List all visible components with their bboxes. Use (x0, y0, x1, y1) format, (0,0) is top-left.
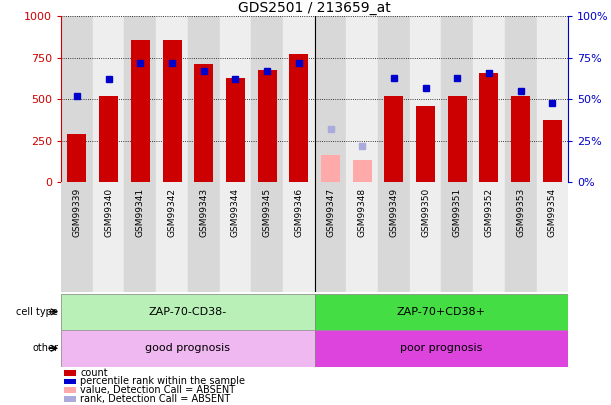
Bar (61, 294, 315, 330)
Text: other: other (32, 343, 58, 353)
Text: percentile rank within the sample: percentile rank within the sample (81, 377, 246, 386)
Bar (321, 155, 340, 182)
Bar (64, 396, 76, 402)
Bar (125, 182, 156, 292)
Bar (156, 16, 188, 182)
Bar (346, 182, 378, 292)
Bar (131, 40, 150, 182)
Bar (536, 182, 568, 292)
Title: GDS2501 / 213659_at: GDS2501 / 213659_at (238, 1, 391, 15)
Text: value, Detection Call = ABSENT: value, Detection Call = ABSENT (81, 385, 235, 395)
Bar (93, 182, 125, 292)
Bar (448, 96, 467, 182)
Bar (61, 16, 93, 182)
Text: ZAP-70+CD38+: ZAP-70+CD38+ (397, 307, 486, 317)
Bar (543, 120, 562, 182)
Bar (163, 40, 181, 182)
Bar (283, 182, 315, 292)
Text: good prognosis: good prognosis (145, 343, 230, 353)
Bar (378, 182, 410, 292)
Bar (410, 182, 441, 292)
Text: ZAP-70-CD38-: ZAP-70-CD38- (148, 307, 227, 317)
Bar (64, 388, 76, 393)
Text: GSM99339: GSM99339 (73, 188, 81, 237)
Text: poor prognosis: poor prognosis (400, 343, 483, 353)
Text: count: count (81, 368, 108, 378)
Text: GSM99351: GSM99351 (453, 188, 462, 237)
Text: rank, Detection Call = ABSENT: rank, Detection Call = ABSENT (81, 394, 230, 404)
Text: GSM99348: GSM99348 (357, 188, 367, 237)
Text: GSM99341: GSM99341 (136, 188, 145, 237)
Bar (258, 70, 277, 182)
Bar (251, 182, 283, 292)
Bar (125, 16, 156, 182)
Bar (64, 379, 76, 384)
Bar (378, 16, 410, 182)
Bar (251, 16, 283, 182)
Bar (441, 182, 473, 292)
Text: GSM99345: GSM99345 (263, 188, 272, 237)
Bar (315, 294, 568, 330)
Bar (505, 182, 536, 292)
Bar (353, 160, 371, 182)
Bar (61, 330, 315, 367)
Bar (61, 182, 93, 292)
Text: GSM99344: GSM99344 (231, 188, 240, 237)
Bar (410, 16, 441, 182)
Bar (346, 16, 378, 182)
Bar (93, 16, 125, 182)
Bar (416, 106, 435, 182)
Text: GSM99340: GSM99340 (104, 188, 113, 237)
Bar (188, 182, 219, 292)
Bar (219, 16, 251, 182)
Bar (67, 134, 87, 182)
Text: GSM99350: GSM99350 (421, 188, 430, 237)
Bar (290, 54, 309, 182)
Text: GSM99347: GSM99347 (326, 188, 335, 237)
Bar (283, 16, 315, 182)
Bar (384, 96, 403, 182)
Bar (226, 79, 245, 182)
Bar (99, 96, 118, 182)
Text: cell type: cell type (16, 307, 58, 317)
Bar (188, 16, 219, 182)
Bar (194, 64, 213, 182)
Text: GSM99342: GSM99342 (167, 188, 177, 237)
Bar (505, 16, 536, 182)
Bar (315, 182, 346, 292)
Bar (156, 182, 188, 292)
Text: GSM99353: GSM99353 (516, 188, 525, 237)
Bar (315, 16, 346, 182)
Text: GSM99343: GSM99343 (199, 188, 208, 237)
Text: GSM99352: GSM99352 (485, 188, 494, 237)
Bar (480, 72, 499, 182)
Text: GSM99346: GSM99346 (295, 188, 303, 237)
Bar (473, 182, 505, 292)
Text: GSM99354: GSM99354 (548, 188, 557, 237)
Bar (441, 16, 473, 182)
Bar (536, 16, 568, 182)
Bar (473, 16, 505, 182)
Bar (315, 330, 568, 367)
Bar (511, 96, 530, 182)
Text: GSM99349: GSM99349 (389, 188, 398, 237)
Bar (64, 370, 76, 376)
Bar (219, 182, 251, 292)
